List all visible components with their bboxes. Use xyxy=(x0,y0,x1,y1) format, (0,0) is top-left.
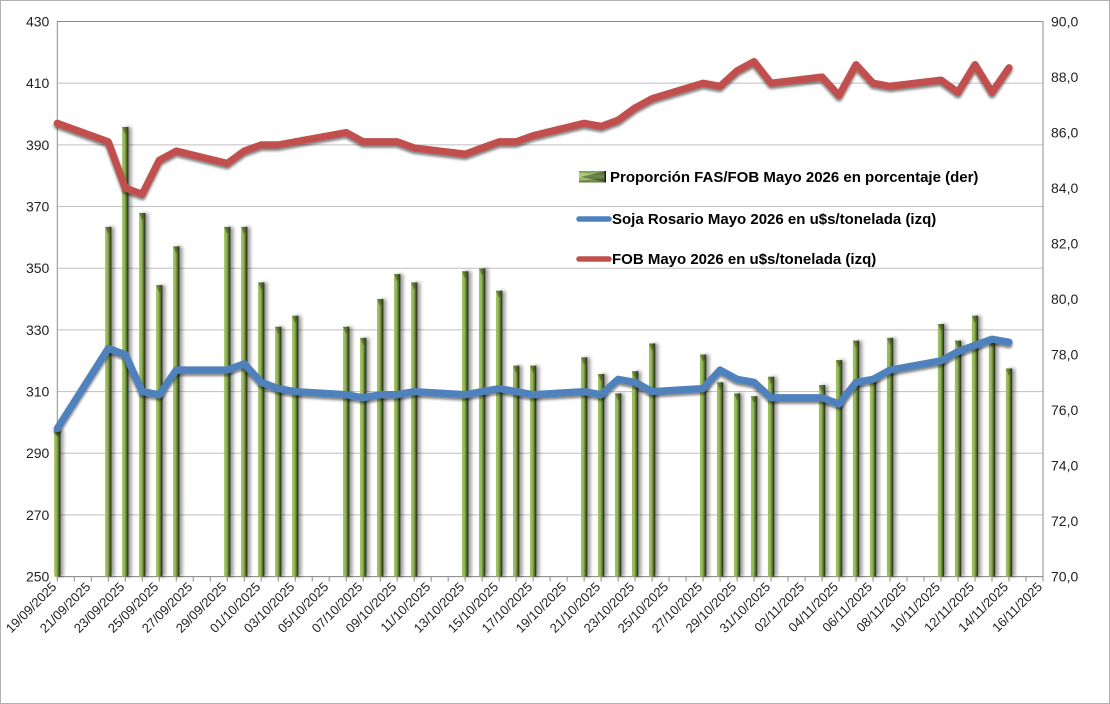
svg-text:82,0: 82,0 xyxy=(1051,236,1078,252)
svg-text:78,0: 78,0 xyxy=(1051,347,1078,363)
svg-text:76,0: 76,0 xyxy=(1051,402,1078,418)
svg-text:88,0: 88,0 xyxy=(1051,69,1078,85)
svg-text:270: 270 xyxy=(26,507,50,523)
svg-text:FOB Mayo 2026 en u$s/tonelada: FOB Mayo 2026 en u$s/tonelada (izq) xyxy=(612,251,876,268)
svg-text:430: 430 xyxy=(26,14,50,30)
svg-text:370: 370 xyxy=(26,199,50,215)
svg-text:Soja Rosario Mayo 2026 en u$s/: Soja Rosario Mayo 2026 en u$s/tonelada (… xyxy=(612,211,936,228)
svg-text:84,0: 84,0 xyxy=(1051,180,1078,196)
svg-text:80,0: 80,0 xyxy=(1051,291,1078,307)
svg-text:330: 330 xyxy=(26,322,50,338)
svg-text:74,0: 74,0 xyxy=(1051,458,1078,474)
svg-text:70,0: 70,0 xyxy=(1051,569,1078,585)
svg-text:410: 410 xyxy=(26,75,50,91)
svg-text:390: 390 xyxy=(26,137,50,153)
svg-text:72,0: 72,0 xyxy=(1051,513,1078,529)
svg-text:310: 310 xyxy=(26,384,50,400)
svg-text:350: 350 xyxy=(26,260,50,276)
svg-text:290: 290 xyxy=(26,445,50,461)
svg-text:86,0: 86,0 xyxy=(1051,125,1078,141)
svg-text:Proporción FAS/FOB Mayo 2026 e: Proporción FAS/FOB Mayo 2026 en porcenta… xyxy=(610,169,978,186)
svg-text:90,0: 90,0 xyxy=(1051,14,1078,30)
